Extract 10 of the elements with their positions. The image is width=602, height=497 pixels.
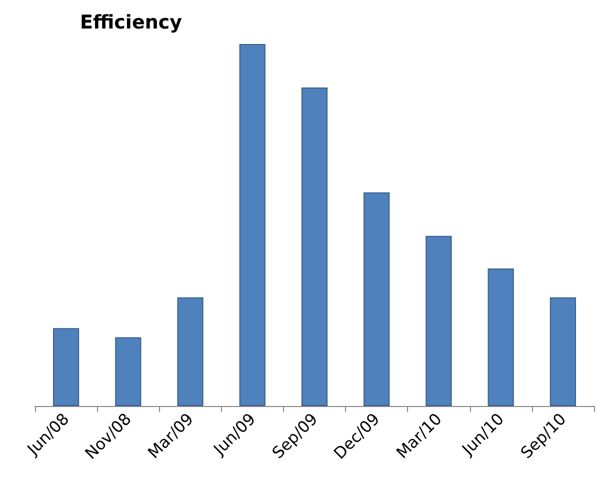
- chart-title: Efficiency: [80, 12, 183, 34]
- bar: [239, 44, 266, 406]
- bar: [177, 297, 204, 406]
- bar: [53, 328, 80, 406]
- bar: [426, 236, 452, 406]
- bar: [301, 87, 328, 406]
- bar: [550, 297, 576, 406]
- bar: [488, 268, 514, 406]
- bar: [115, 337, 142, 406]
- bar: [364, 192, 390, 406]
